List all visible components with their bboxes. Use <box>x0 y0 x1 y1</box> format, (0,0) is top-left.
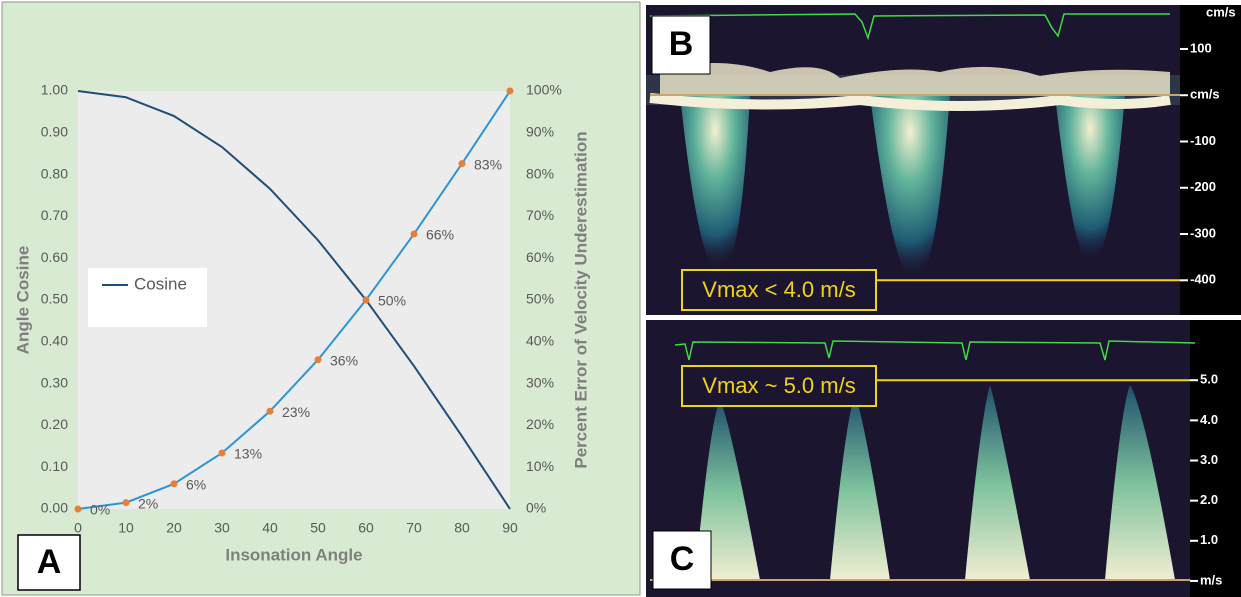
y-tick-label: 5.0 <box>1200 372 1218 387</box>
y2-tick-label: 50% <box>526 291 554 307</box>
x-tick-label: 70 <box>406 520 422 536</box>
panel-label: B <box>669 25 694 63</box>
x-tick-label: 80 <box>454 520 470 536</box>
data-point <box>122 499 130 507</box>
chart-a: 0.00 0.10 0.20 0.30 0.40 0.50 0.60 0.70 0.80 0.90… <box>13 82 590 591</box>
x-tick-label: 20 <box>166 520 182 536</box>
y2-tick-label: 70% <box>526 207 554 223</box>
y2-tick-label: 100% <box>526 82 562 98</box>
annotation-box <box>681 365 877 407</box>
scale-c-bg <box>1190 320 1241 597</box>
y-tick-label: 0.80 <box>41 165 68 181</box>
panel-label: C <box>670 540 695 578</box>
scale-b-bg <box>1180 5 1241 315</box>
data-label: 66% <box>426 227 454 243</box>
y2-tick-label: 20% <box>526 416 554 432</box>
x-axis-title: Insonation Angle <box>225 545 362 564</box>
y-tick-label: 0.10 <box>41 458 68 474</box>
x-tick-label: 0 <box>74 520 82 536</box>
x-tick-label: 30 <box>214 520 230 536</box>
flow-envelope <box>870 95 950 279</box>
y-tick-label: 0.00 <box>41 500 68 516</box>
y2-tick-label: 60% <box>526 249 554 265</box>
x-tick-label: 90 <box>502 520 518 536</box>
chart-b: 100 cm/s -100 -200 -300 -400 cm/s Vmax < 4.0 m/… <box>651 4 1236 311</box>
legend-label: Cosine <box>134 274 187 293</box>
panel-label-box <box>651 15 711 75</box>
y2-tick-label: 10% <box>526 458 554 474</box>
data-label: 2% <box>138 495 158 511</box>
flow-baseline <box>649 93 1171 111</box>
chart-c: 5.0 4.0 3.0 2.0 1.0 m/s Vmax ~ 5.0 m/s C <box>652 365 1222 590</box>
y-tick-label: -300 <box>1190 225 1216 240</box>
data-label: 13% <box>234 446 262 462</box>
x-tick-label: 60 <box>358 520 374 536</box>
flow-envelope <box>1055 95 1125 263</box>
y-tick-label: 0.40 <box>41 333 68 349</box>
y-tick-label: 3.0 <box>1200 452 1218 467</box>
data-point <box>170 480 178 488</box>
x-tick-label: 10 <box>118 520 134 536</box>
annotation-text: Vmax < 4.0 m/s <box>702 277 855 302</box>
data-point <box>458 160 466 168</box>
y-tick-label: 0.60 <box>41 249 68 265</box>
y-tick-label: 1.00 <box>41 82 68 98</box>
ecg-trace <box>674 340 1196 361</box>
annotation-box <box>681 269 877 311</box>
panel-label-box <box>17 534 81 591</box>
data-label: 6% <box>186 476 206 492</box>
y2-tick-label: 0% <box>526 500 546 516</box>
flow-envelope <box>1105 385 1175 580</box>
data-point <box>506 87 514 95</box>
unit-label: cm/s <box>1206 4 1236 19</box>
x-tick-label: 40 <box>262 520 278 536</box>
data-point <box>362 296 370 304</box>
y-tick-label: -100 <box>1190 133 1216 148</box>
y2-tick-label: 30% <box>526 374 554 390</box>
ecg-trace <box>649 13 1170 41</box>
y-tick-label: 0.90 <box>41 124 68 140</box>
y-tick-label: 1.0 <box>1200 532 1218 547</box>
data-label: 0% <box>90 502 110 518</box>
panel-label: A <box>37 543 62 581</box>
y2-tick-label: 90% <box>526 124 554 140</box>
series-line <box>77 90 511 510</box>
y-tick-label: 2.0 <box>1200 492 1218 507</box>
y-tick-label: cm/s <box>1190 87 1220 102</box>
series-line <box>77 90 511 510</box>
flow-envelope <box>830 395 890 580</box>
y-tick-label: 0.20 <box>41 416 68 432</box>
y-tick-label: m/s <box>1200 572 1222 587</box>
y-tick-label: 0.70 <box>41 207 68 223</box>
data-label: 23% <box>282 404 310 420</box>
data-label: 83% <box>474 156 502 172</box>
annotation-text: Vmax ~ 5.0 m/s <box>702 373 855 398</box>
y-tick-label: 0.50 <box>41 291 68 307</box>
y-tick-label: 100 <box>1190 40 1212 55</box>
y-tick-label: 4.0 <box>1200 412 1218 427</box>
y-axis-title: Angle Cosine <box>13 246 32 355</box>
data-point <box>410 230 418 238</box>
x-tick-label: 50 <box>310 520 326 536</box>
y-tick-label: 0.30 <box>41 374 68 390</box>
flow-envelope <box>965 385 1030 580</box>
data-point <box>314 356 322 364</box>
data-point <box>266 407 274 415</box>
y2-tick-label: 40% <box>526 333 554 349</box>
data-point <box>74 505 82 513</box>
y-tick-label: -400 <box>1190 272 1216 287</box>
legend-box <box>88 268 207 327</box>
flow-low <box>660 62 1170 96</box>
data-label: 50% <box>378 293 406 309</box>
y2-tick-label: 80% <box>526 165 554 181</box>
flow-envelope <box>680 95 750 271</box>
data-label: 36% <box>330 352 358 368</box>
y-tick-label: -200 <box>1190 179 1216 194</box>
y2-axis-title: Percent Error of Velocity Underestimatio… <box>571 131 590 468</box>
panel-label-box <box>652 530 712 590</box>
data-point <box>218 449 226 457</box>
